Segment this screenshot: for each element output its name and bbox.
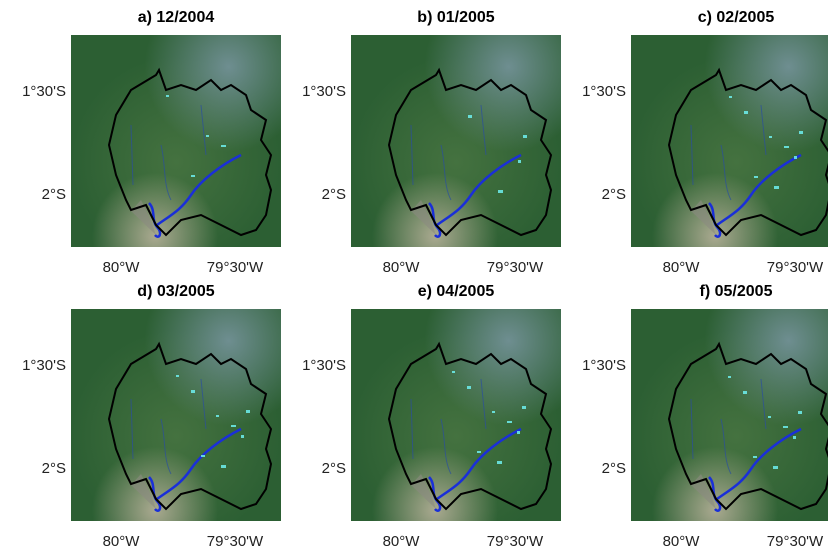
flood-spot [769,136,772,138]
lon-label: 79°30'W [487,533,544,547]
lat-label: 2°S [602,460,626,477]
flood-spot [517,431,520,434]
lon-label: 79°30'W [767,533,824,547]
lat-label: 1°30'S [22,357,66,374]
flood-spot [754,176,758,178]
lat-label: 2°S [322,460,346,477]
lon-label: 80°W [383,259,421,276]
map-panel: b) 01/2005 1°30'S 2°S 80°W 79°30'W [302,9,563,276]
flood-spot [467,386,471,389]
panel-title: a) 12/2004 [138,9,215,26]
lat-label: 1°30'S [302,357,346,374]
panel-title: d) 03/2005 [137,283,214,300]
lon-label: 79°30'W [207,533,264,547]
flood-spot [784,146,789,148]
map-panel: c) 02/2005 1°30'S 2°S 80°W 79°30'W [582,9,828,276]
flood-spot [176,375,179,377]
flood-spot [783,426,788,428]
lat-label: 1°30'S [582,83,626,100]
flood-spot [794,156,797,159]
lon-label: 80°W [663,533,701,547]
lat-label: 1°30'S [22,83,66,100]
map-panel: a) 12/2004 1°30'S 2°S 80°W 79°30'W [22,9,283,276]
map-panel: e) 04/2005 1°30'S 2°S 80°W 79°30'W [302,283,563,547]
map-panel: d) 03/2005 1°30'S 2°S 80°W 79°30'W [22,283,283,547]
satellite-image [349,307,563,523]
flood-spot [799,131,803,134]
panel-title: e) 04/2005 [418,283,495,300]
flood-spot [498,190,503,193]
lat-label: 1°30'S [582,357,626,374]
panel-title: b) 01/2005 [417,9,494,26]
flood-spot [492,411,495,413]
satellite-image [69,307,283,523]
lat-label: 1°30'S [302,83,346,100]
flood-spot [497,461,502,464]
flood-spot [452,371,455,373]
flood-spot [216,415,219,417]
lon-label: 79°30'W [207,259,264,276]
lon-label: 80°W [663,259,701,276]
flood-spot [191,175,195,177]
flood-spot [507,421,512,423]
flood-spot [798,411,802,414]
lat-label: 2°S [42,460,66,477]
flood-spot [468,115,472,118]
satellite-image [629,307,828,523]
satellite-image [349,33,563,249]
flood-spot [221,145,226,147]
flood-spot [728,376,731,378]
panel-title: f) 05/2005 [700,283,773,300]
flood-spot [191,390,195,393]
flood-spot [768,416,771,418]
flood-spot [729,96,732,98]
flood-spot [743,391,747,394]
lon-label: 79°30'W [487,259,544,276]
panel-title: c) 02/2005 [698,9,775,26]
flood-spot [246,410,250,413]
flood-spot [241,435,244,438]
flood-spot [221,465,226,468]
flood-spot [206,135,209,137]
lat-label: 2°S [42,186,66,203]
lon-label: 79°30'W [767,259,824,276]
flood-spot [753,456,757,458]
flood-spot [744,111,748,114]
flood-spot [231,425,236,427]
lon-label: 80°W [103,259,141,276]
satellite-image [629,33,828,249]
flood-spot [166,95,169,97]
lat-label: 2°S [322,186,346,203]
lon-label: 80°W [103,533,141,547]
flood-spot [773,466,778,469]
satellite-image [69,33,283,249]
flood-spot [523,135,527,138]
flood-spot [793,436,796,439]
flood-spot [522,406,526,409]
flood-spot [518,160,521,163]
flood-spot [201,455,205,457]
flood-spot [774,186,779,189]
lat-label: 2°S [602,186,626,203]
flood-spot [477,451,481,453]
lon-label: 80°W [383,533,421,547]
map-panel: f) 05/2005 1°30'S 2°S 80°W 79°30'W [582,283,828,547]
